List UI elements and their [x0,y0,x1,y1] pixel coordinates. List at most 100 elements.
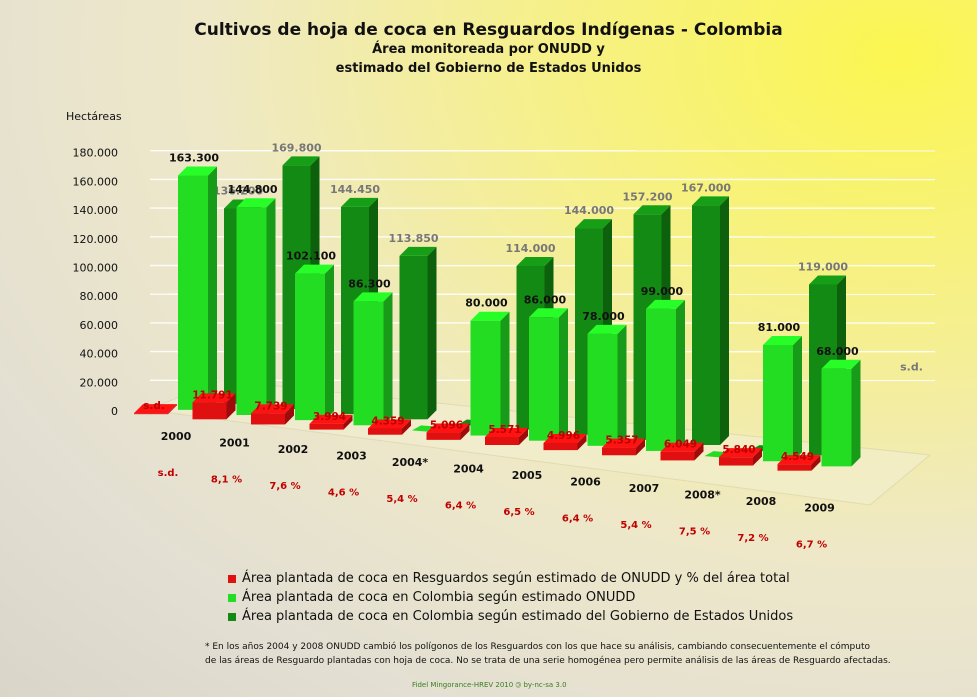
footnote: * En los años 2004 y 2008 ONUDD cambió l… [205,640,905,668]
bar-resguardos [602,447,636,456]
data-label-usgov: s.d. [900,360,923,373]
bar-onudd-top [763,335,802,345]
bar-resguardos-side [519,427,528,445]
bar-onudd-top [236,198,276,208]
y-tick-label: 40.000 [80,348,119,361]
bar-onudd-side [617,324,627,446]
bar-onudd [236,207,267,415]
bar-onudd-side [793,335,802,462]
data-label-usgov: 144.000 [564,204,614,217]
data-label-onudd: 68.000 [816,345,859,358]
bar-resguardos [192,402,227,420]
legend-item-resguardos: Área plantada de coca en Resguardos segú… [228,569,793,588]
data-label-usgov: 167.000 [681,181,731,194]
bar-usgov-side [720,196,729,445]
bar-onudd-top [178,166,217,176]
bar-onudd-top [353,292,393,302]
data-label-usgov: 144.450 [330,183,380,196]
bar-resguardos-side [226,393,236,420]
data-label-resguardos: 5.357 [605,435,638,447]
bar-usgov-top [692,196,729,206]
legend-swatch-red [228,574,236,583]
data-label-onudd: 99.000 [641,285,684,298]
bar-resguardos [543,442,578,451]
footnote-line-2: de las áreas de Resguardo plantadas con … [205,656,891,666]
bar-resguardos [368,428,402,435]
x-tick-label: 2009 [804,502,835,515]
y-tick-label: 100.000 [73,262,119,275]
bar-onudd [646,308,676,451]
bar-usgov-top [575,219,612,229]
chart-title: Cultivos de hoja de coca en Resguardos I… [194,20,783,40]
legend-swatch-green [228,593,236,602]
data-label-onudd: 81.000 [758,321,801,334]
y-tick-label: 180.000 [73,147,119,160]
percent-label: 7,5 % [679,527,710,538]
bar-onudd-top [821,359,861,369]
percent-label: 6,5 % [503,507,534,518]
credit: Fidel Mingorance-HREV 2010 🄯 by-nc-sa 3.… [412,681,567,689]
data-label-onudd: 163.300 [169,152,219,165]
data-label-usgov: 119.000 [798,261,848,274]
data-label-usgov: 169.800 [271,141,321,154]
bar-resguardos-side [811,455,821,471]
x-tick-label: 2004 [453,463,484,476]
legend-label: Área plantada de coca en Colombia según … [242,609,794,624]
bar-resguardos-top [368,419,411,429]
bar-resguardos [660,451,695,461]
data-label-resguardos: 5.096 [430,420,463,432]
bar-onudd-side [500,311,510,436]
y-tick-label: 120.000 [73,233,119,246]
x-tick-label: 2008* [684,489,721,502]
bar-usgov [399,255,428,420]
data-label-resguardos: 5.571 [488,424,521,436]
bar-usgov-side [427,246,437,420]
data-label-resguardos: 3.994 [313,411,346,423]
bar-onudd [470,320,501,436]
x-tick-label: 2002 [278,443,309,456]
legend-item-usgov: Área plantada de coca en Colombia según … [228,607,793,626]
bar-onudd-top [587,324,627,334]
bar-onudd-side [851,359,861,467]
x-tick-label: 2007 [629,482,660,495]
x-tick-label: 2008 [746,495,777,508]
x-tick-label: 2006 [570,476,601,489]
bar-resguardos-side [168,404,177,415]
bar-resguardos-side [753,448,762,466]
data-label-resguardos: 5.840 [722,444,755,456]
legend-item-onudd: Área plantada de coca en Colombia según … [228,588,793,607]
bar-resguardos-top [777,455,821,465]
bar-resguardos [134,413,168,415]
percent-label: 4,6 % [328,488,359,499]
x-tick-label: 2005 [512,469,543,482]
legend-swatch-darkgreen [228,612,236,621]
data-label-resguardos: s.d. [143,400,165,412]
y-tick-label: 60.000 [80,319,119,332]
percent-label: 5,4 % [386,494,417,505]
bar-resguardos-side [636,438,645,456]
data-label-usgov: 136.200 [213,184,263,197]
percent-label: 8,1 % [211,475,242,486]
bar-onudd [763,344,793,462]
data-label-usgov: 113.850 [388,232,438,245]
legend: Área plantada de coca en Resguardos segú… [228,569,793,626]
bar-resguardos-top [251,404,294,414]
data-label-onudd: 80.000 [465,297,508,310]
legend-label: Área plantada de coca en Resguardos segú… [242,571,790,586]
bar-onudd-top [470,311,510,321]
x-tick-label: 2000 [161,430,192,443]
bar-resguardos-top [543,433,587,443]
bar-usgov-top [633,205,671,215]
percent-label: 7,2 % [737,533,768,544]
data-label-usgov: 157.200 [622,190,672,203]
data-label-onudd: 102.100 [286,250,336,263]
bar-onudd [295,273,325,421]
bar-onudd [353,301,384,426]
data-label-resguardos: 4.549 [781,451,814,463]
bar-onudd-top [295,264,334,274]
bar-resguardos [251,413,285,425]
y-tick-label: 140.000 [73,204,119,217]
data-label-usgov: 114.000 [505,242,555,255]
bar-resguardos-top [192,393,236,403]
